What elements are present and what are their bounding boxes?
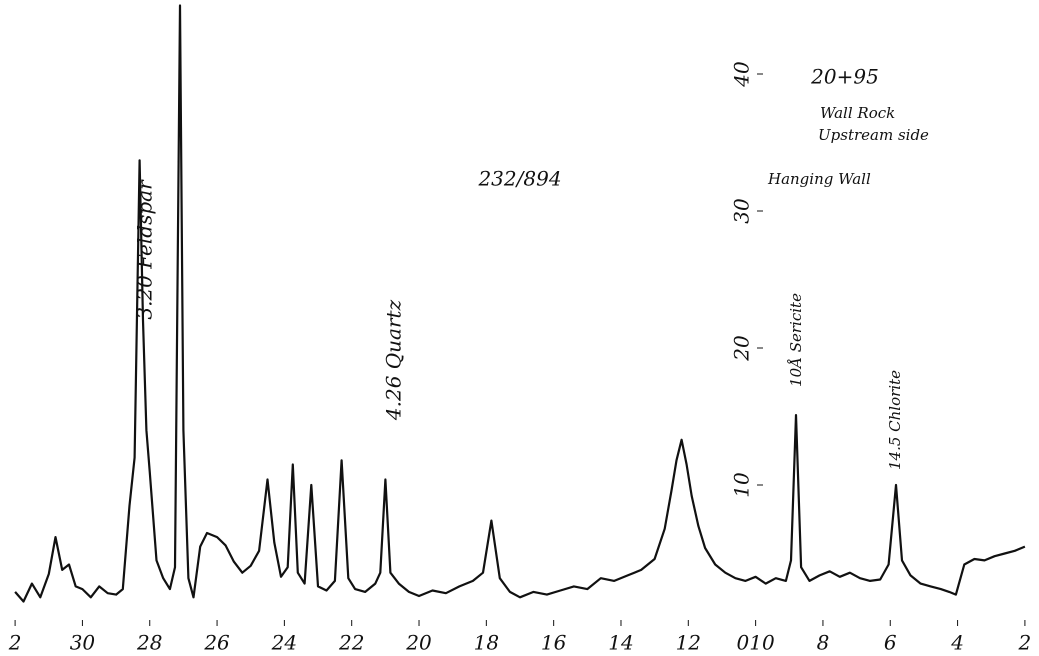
x-tick-label: 28 <box>136 631 162 655</box>
x-tick-label: 010 <box>737 631 775 655</box>
annotation: Upstream side <box>818 126 929 144</box>
y-tick-label: 30 <box>730 198 754 224</box>
x-tick-label: 12 <box>676 631 701 655</box>
annotation: Hanging Wall <box>767 170 871 188</box>
annotation: 20+95 <box>810 65 879 89</box>
x-tick-label: 26 <box>203 631 230 655</box>
annotation: 232/894 <box>477 167 561 191</box>
x-tick-label: 16 <box>541 631 567 655</box>
x-tick-label: 30 <box>70 631 96 655</box>
trace <box>14 4 1026 603</box>
x-tick-label: 2 <box>8 631 22 655</box>
x-tick-label: 18 <box>474 631 499 655</box>
y-tick-label: 40 <box>730 61 754 88</box>
x-tick-label: 14 <box>608 631 633 655</box>
x-tick-label: 6 <box>884 631 897 655</box>
y-tick-label: 20 <box>730 335 754 362</box>
x-tick-label: 24 <box>271 631 297 655</box>
x-tick-label: 22 <box>338 631 364 655</box>
annotation: 10Å Sericite <box>787 293 805 387</box>
annotation: 3.20 Feldspar <box>133 179 157 320</box>
x-tick-label: 2 <box>1018 631 1032 655</box>
annotation: 4.26 Quartz <box>382 299 406 421</box>
annotation: 14.5 Chlorite <box>886 370 904 470</box>
x-tick-label: 8 <box>817 631 830 655</box>
y-tick-label: 10 <box>730 472 754 498</box>
x-tick-label: 20 <box>405 631 432 655</box>
x-tick-label: 4 <box>950 631 964 655</box>
annotation: Wall Rock <box>820 104 895 122</box>
